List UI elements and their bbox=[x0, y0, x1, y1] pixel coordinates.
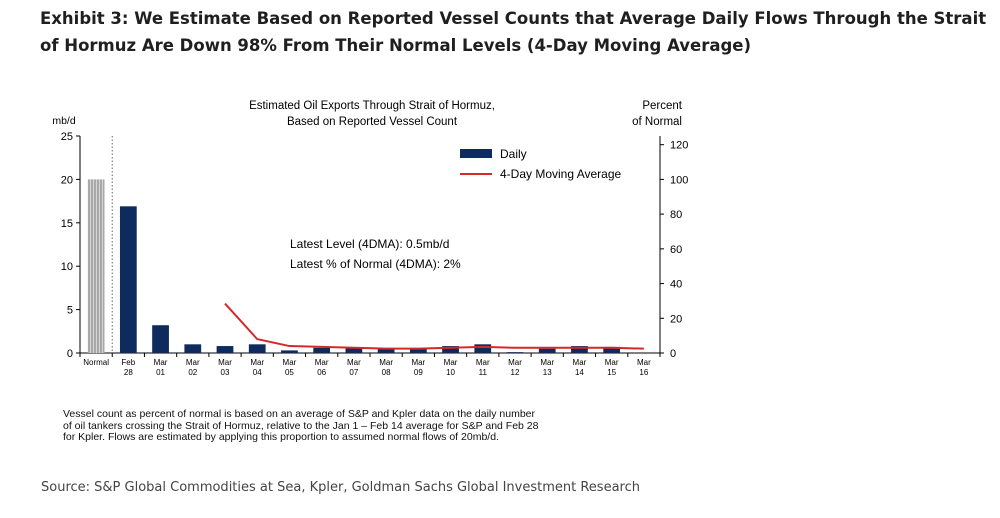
y2-axis-label: Percent bbox=[642, 100, 682, 112]
exhibit-title: Exhibit 3: We Estimate Based on Reported… bbox=[40, 9, 987, 55]
x-tick-label: 01 bbox=[156, 368, 165, 377]
x-tick-label: 12 bbox=[511, 368, 520, 377]
y2-tick-label: 20 bbox=[670, 313, 682, 325]
bar-daily bbox=[409, 348, 427, 353]
annotation-latest-level: Latest Level (4DMA): 0.5mb/d bbox=[290, 237, 449, 251]
x-tick-label: 16 bbox=[639, 368, 648, 377]
x-tick-label: Mar bbox=[250, 358, 264, 367]
x-tick-label: 04 bbox=[253, 368, 262, 377]
x-tick-label: Mar bbox=[186, 358, 200, 367]
y2-tick-label: 100 bbox=[670, 174, 688, 186]
x-tick-label: Mar bbox=[218, 358, 232, 367]
legend-label-4dma: 4-Day Moving Average bbox=[500, 167, 622, 181]
footnote: Vessel count as percent of normal is bas… bbox=[63, 408, 539, 443]
x-tick-label: 08 bbox=[382, 368, 391, 377]
chart-title: Estimated Oil Exports Through Strait of … bbox=[249, 100, 495, 112]
bar-daily bbox=[506, 352, 524, 353]
y-axis-label: mb/d bbox=[52, 115, 76, 127]
x-tick-label: Mar bbox=[154, 358, 168, 367]
x-tick-label: Mar bbox=[605, 358, 619, 367]
bar-daily bbox=[216, 346, 234, 353]
x-tick-label: 09 bbox=[414, 368, 423, 377]
y2-tick-label: 0 bbox=[670, 348, 676, 360]
x-tick-label: 07 bbox=[349, 368, 358, 377]
annotation-latest-pct: Latest % of Normal (4DMA): 2% bbox=[290, 257, 461, 271]
x-tick-label: Mar bbox=[508, 358, 522, 367]
x-tick-label: Mar bbox=[347, 358, 361, 367]
legend-label-daily: Daily bbox=[500, 147, 527, 161]
x-tick-label: 11 bbox=[479, 368, 488, 377]
x-tick-label: Mar bbox=[283, 358, 297, 367]
y-tick-label: 20 bbox=[61, 174, 73, 186]
bar-daily bbox=[119, 206, 137, 353]
bar-daily bbox=[281, 350, 298, 353]
x-tick-label: Normal bbox=[83, 358, 109, 367]
x-tick-label: Mar bbox=[444, 358, 458, 367]
y2-tick-label: 80 bbox=[670, 209, 682, 221]
bar-normal bbox=[87, 179, 105, 353]
x-tick-label: Mar bbox=[540, 358, 554, 367]
x-tick-label: Mar bbox=[379, 358, 393, 367]
y-tick-label: 0 bbox=[67, 348, 73, 360]
x-tick-label: Mar bbox=[573, 358, 587, 367]
bar-daily bbox=[377, 348, 395, 353]
y2-tick-label: 60 bbox=[670, 244, 682, 256]
bar-daily bbox=[442, 346, 459, 353]
x-tick-label: 28 bbox=[124, 368, 133, 377]
y2-axis-label: of Normal bbox=[632, 116, 682, 128]
x-tick-label: 05 bbox=[285, 368, 294, 377]
y2-tick-label: 40 bbox=[670, 279, 682, 291]
bar-daily bbox=[248, 344, 266, 353]
x-tick-label: 10 bbox=[446, 368, 455, 377]
x-tick-label: Mar bbox=[411, 358, 425, 367]
bar-daily bbox=[538, 348, 556, 353]
chart-title: Based on Reported Vessel Count bbox=[287, 116, 458, 128]
bar-daily bbox=[571, 346, 588, 353]
x-tick-label: 06 bbox=[317, 368, 326, 377]
line-4dma bbox=[224, 302, 644, 350]
x-tick-label: Mar bbox=[476, 358, 490, 367]
x-tick-label: 14 bbox=[575, 368, 584, 377]
y-tick-label: 10 bbox=[61, 261, 73, 273]
x-tick-label: 03 bbox=[221, 368, 230, 377]
x-tick-label: 13 bbox=[543, 368, 552, 377]
y2-tick-label: 120 bbox=[670, 140, 688, 152]
x-tick-label: 15 bbox=[607, 368, 616, 377]
y-tick-label: 5 bbox=[67, 305, 73, 317]
bar-daily bbox=[184, 344, 202, 353]
x-tick-label: Feb bbox=[121, 358, 135, 367]
y-tick-label: 15 bbox=[61, 218, 73, 230]
bar-daily bbox=[474, 344, 492, 353]
legend-swatch-daily bbox=[460, 149, 492, 158]
source-note: Source: S&P Global Commodities at Sea, K… bbox=[41, 480, 640, 495]
bar-daily bbox=[313, 347, 331, 353]
bar-daily bbox=[152, 325, 169, 353]
x-tick-label: 02 bbox=[188, 368, 197, 377]
bar-daily bbox=[345, 347, 363, 353]
y-tick-label: 25 bbox=[61, 131, 73, 143]
bar-daily bbox=[603, 346, 621, 353]
x-tick-label: Mar bbox=[315, 358, 329, 367]
x-tick-label: Mar bbox=[637, 358, 651, 367]
